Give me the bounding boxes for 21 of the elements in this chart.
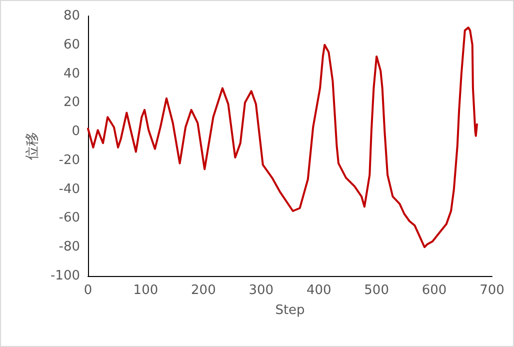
x-tick-label: 600 [422,283,447,298]
y-axis-title: 位移 [24,132,41,160]
x-tick-label: 100 [133,283,158,298]
line-series [87,26,478,248]
y-tick-label: 0 [72,124,80,140]
x-axis-title: Step [275,303,305,318]
x-tick-label: 200 [191,283,216,298]
y-tick-label: -100 [50,268,80,284]
y-tick-label: 60 [63,37,80,52]
y-tick-label: 20 [63,95,80,110]
x-tick-label: 700 [480,283,504,298]
y-tick-label: -60 [58,210,80,226]
x-tick-label: 400 [306,283,332,298]
y-tick-label: -40 [58,182,80,197]
x-tick-label: 0 [84,283,92,298]
y-tick-label: -80 [58,240,80,255]
x-tick-label: 300 [248,283,274,298]
y-tick-label: 80 [63,8,80,24]
y-tick-label: -20 [58,152,80,168]
x-tick-label: 500 [364,283,389,298]
y-tick-label: 40 [63,66,80,82]
